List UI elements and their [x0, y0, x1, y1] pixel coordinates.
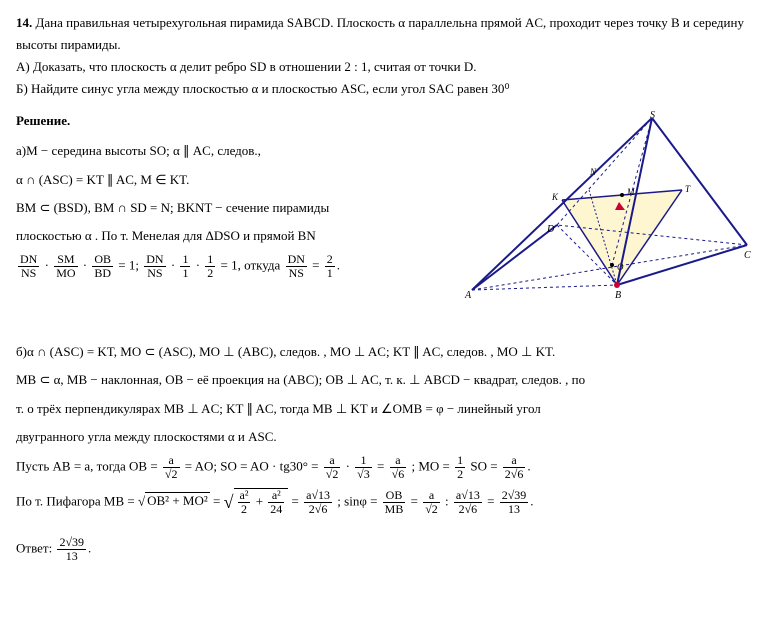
label-t: T	[685, 184, 691, 194]
frac-1-sqrt3: 1√3	[355, 454, 372, 481]
line-b1: б)α ∩ (ASC) = KT, MO ⊂ (ASC), MO ⊥ (ABC)…	[16, 341, 752, 363]
frac-a-sqrt2-c: a√2	[423, 489, 440, 516]
label-d: D	[546, 224, 555, 235]
frac-answer: 2√3913	[57, 536, 86, 563]
label-b: B	[615, 290, 621, 301]
problem-text-2: А) Доказать, что плоскость α делит ребро…	[16, 59, 477, 74]
edge-sc	[652, 118, 747, 245]
frac-dn-ns-3: DNNS	[286, 253, 307, 280]
label-a: A	[464, 290, 472, 301]
pyramid-figure: S A B C D O M K T N	[462, 110, 752, 330]
label-k: K	[551, 192, 559, 202]
frac-ob-bd: OBBD	[92, 253, 113, 280]
label-c: C	[744, 250, 751, 261]
line-c1: Пусть AB = a, тогда OB = a√2 = AO; SO = …	[16, 454, 752, 481]
label-s: S	[650, 110, 655, 121]
line-b3: т. о трёх перпендикулярах MB ⊥ AC; KT ∥ …	[16, 398, 752, 420]
frac-dn-ns-2: DNNS	[144, 253, 165, 280]
point-o	[610, 263, 614, 267]
frac-2-1: 21	[325, 253, 335, 280]
frac-a-sqrt2: a√2	[163, 454, 180, 481]
edge-ab-hidden	[472, 285, 617, 290]
line-b4: двугранного угла между плоскостями α и A…	[16, 426, 752, 448]
line-d1: По т. Пифагора MB = √OB² + MO² = √ a²2 +…	[16, 487, 752, 518]
line-b2: MB ⊂ α, MB − наклонная, OB − её проекция…	[16, 369, 752, 391]
frac-asqrt13-b: a√132√6	[454, 489, 482, 516]
answer-line: Ответ: 2√3913.	[16, 536, 752, 563]
frac-a-sqrt2-b: a√2	[324, 454, 341, 481]
problem-text-1: Дана правильная четырехугольная пирамида…	[16, 15, 744, 52]
solution-area: S A B C D O M K T N Решение. а)M − серед…	[16, 110, 752, 563]
frac-a-2sqrt6: a2√6	[503, 454, 526, 481]
frac-ob-mb: OBMB	[383, 489, 406, 516]
point-m	[620, 193, 624, 197]
problem-text-3: Б) Найдите синус угла между плоскостью α…	[16, 81, 510, 96]
frac-asqrt13: a√132√6	[304, 489, 332, 516]
label-m: M	[626, 187, 635, 197]
label-n: N	[589, 167, 597, 177]
frac-dn-ns: DNNS	[18, 253, 39, 280]
sqrt-ob2-mo2: OB² + MO²	[145, 492, 210, 508]
label-o: O	[617, 262, 624, 272]
edge-da	[472, 225, 557, 290]
frac-a-sqrt6: a√6	[390, 454, 407, 481]
sqrt-sum: a²2 + a²24	[234, 488, 289, 516]
point-b	[614, 282, 620, 288]
problem-number: 14.	[16, 15, 32, 30]
frac-result: 2√3913	[500, 489, 529, 516]
frac-1-2: 12	[205, 253, 215, 280]
problem-statement: 14. Дана правильная четырехугольная пира…	[16, 12, 752, 100]
frac-sm-mo: SMMO	[54, 253, 77, 280]
frac-half: 12	[455, 454, 465, 481]
frac-1-1: 11	[180, 253, 190, 280]
